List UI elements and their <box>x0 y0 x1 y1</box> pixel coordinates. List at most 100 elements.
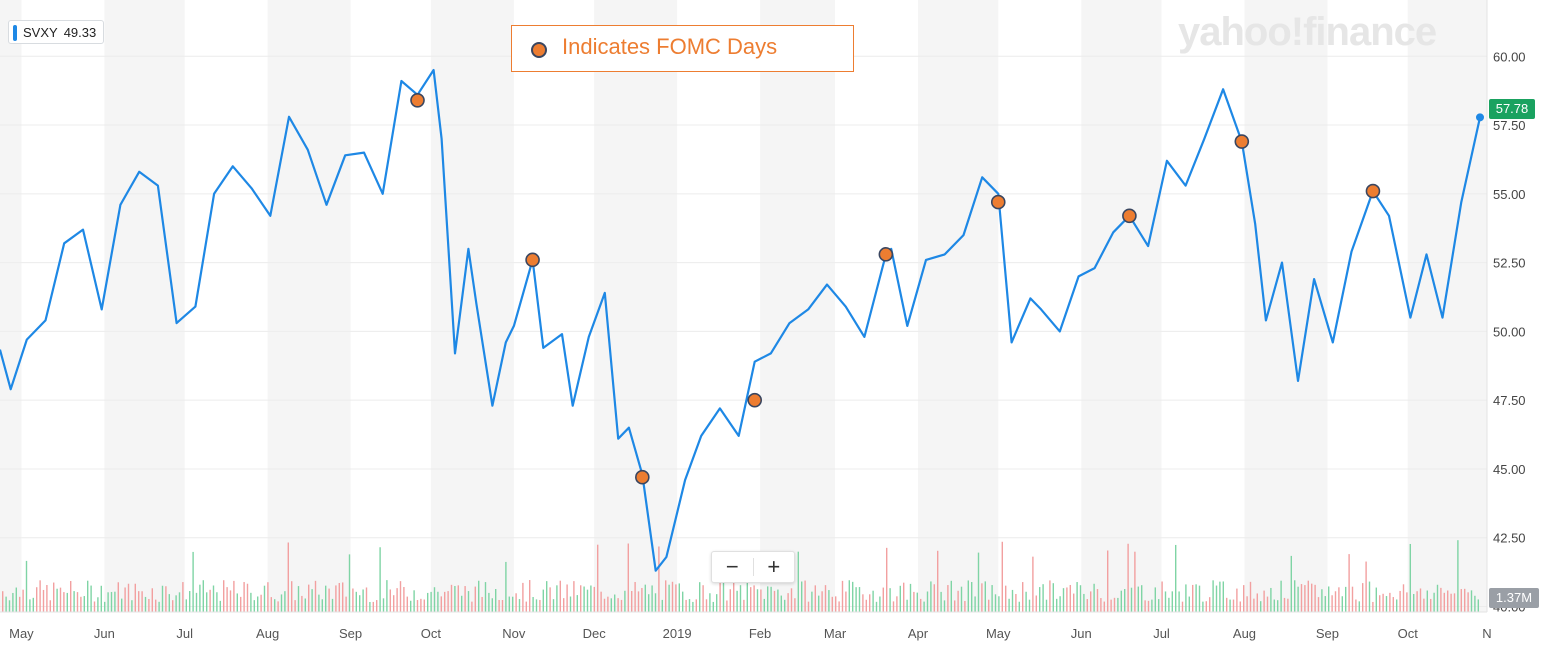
volume-bar <box>1117 597 1119 612</box>
volume-bar <box>1290 555 1292 612</box>
x-tick-label: Aug <box>1233 626 1256 641</box>
volume-bar <box>1300 584 1303 612</box>
volume-bar <box>542 589 544 612</box>
volume-bar <box>688 599 691 612</box>
x-tick-label: N <box>1482 626 1491 641</box>
y-gridlines <box>0 55 1487 608</box>
price-point <box>82 228 84 231</box>
volume-bar <box>886 547 888 612</box>
price-point <box>250 187 253 189</box>
price-point <box>363 151 365 154</box>
volume-bar <box>202 580 204 612</box>
volume-bar <box>420 598 422 612</box>
volume-bar <box>1151 599 1153 612</box>
volume-bar <box>539 599 541 612</box>
volume-bar <box>127 583 130 612</box>
month-band <box>1081 0 1162 612</box>
price-point <box>826 284 828 286</box>
volume-bar <box>1103 601 1105 612</box>
volume-bar <box>423 599 425 612</box>
volume-bar <box>617 598 619 612</box>
volume-bar <box>311 589 313 612</box>
ticker-symbol: SVXY <box>23 25 58 40</box>
volume-bar <box>620 599 623 612</box>
volume-bar <box>801 581 803 612</box>
volume-bar <box>930 581 932 612</box>
volume-bar <box>590 585 592 612</box>
price-point <box>588 336 590 338</box>
volume-bar <box>199 584 201 612</box>
volume-bar <box>1107 550 1109 612</box>
volume-bar <box>369 601 371 612</box>
volume-bar <box>352 588 354 612</box>
volume-bars <box>2 540 1479 612</box>
last-price-dot <box>1476 113 1484 122</box>
volume-bar <box>131 600 133 612</box>
volume-bar <box>144 596 147 612</box>
volume-bar <box>909 583 912 612</box>
x-tick-label: Apr <box>908 626 929 641</box>
volume-bar <box>1154 587 1156 612</box>
volume-bar <box>1198 585 1201 612</box>
fomc-marker <box>1365 183 1381 199</box>
volume-bar <box>852 581 854 612</box>
volume-bar <box>998 596 1000 612</box>
price-point <box>432 69 435 71</box>
volume-bar <box>556 585 558 612</box>
volume-bar <box>600 591 602 612</box>
volume-bar <box>865 599 867 612</box>
volume-bar <box>624 590 626 612</box>
volume-bar <box>933 584 935 612</box>
volume-bar <box>121 598 123 612</box>
volume-bar <box>19 596 21 612</box>
price-point <box>325 204 328 206</box>
volume-bar <box>777 589 779 612</box>
price-line <box>0 68 1482 572</box>
price-point <box>157 184 159 187</box>
volume-bar <box>1205 601 1207 612</box>
volume-bar <box>563 598 565 612</box>
volume-bar <box>1368 581 1371 612</box>
ticker-legend[interactable]: SVXY 49.33 <box>8 20 105 44</box>
volume-bar <box>189 591 191 612</box>
volume-bar <box>444 591 446 612</box>
volume-bar <box>773 590 776 612</box>
price-point <box>1441 317 1444 319</box>
volume-bar <box>66 592 68 612</box>
volume-bar <box>573 581 575 612</box>
volume-bar <box>1416 591 1418 612</box>
volume-bar <box>780 595 782 612</box>
zoom-in-button[interactable]: + <box>767 554 781 579</box>
volume-bar <box>1389 592 1391 612</box>
y-tick-label: 45.00 <box>1493 462 1526 477</box>
volume-bar <box>1396 599 1398 612</box>
volume-bar <box>355 591 357 612</box>
y-tick-label: 52.50 <box>1493 256 1526 271</box>
volume-bar <box>1402 584 1405 612</box>
volume-bar <box>848 580 850 612</box>
volume-bar <box>743 599 745 612</box>
price-point <box>719 407 721 410</box>
volume-bar <box>824 585 827 612</box>
price-point <box>754 361 756 363</box>
volume-bar <box>90 585 92 612</box>
volume-bar <box>39 580 41 612</box>
volume-bar <box>178 592 181 612</box>
volume-bar <box>1226 597 1228 612</box>
volume-bar <box>855 587 857 612</box>
volume-bar <box>1392 597 1394 612</box>
volume-bar <box>362 589 364 612</box>
volume-bar <box>437 591 439 612</box>
price-point <box>1059 330 1061 332</box>
volume-bar <box>342 582 344 612</box>
volume-bar <box>821 591 823 612</box>
volume-bar <box>1158 599 1160 612</box>
volume-bar <box>274 599 276 612</box>
zoom-out-button[interactable]: − <box>725 554 739 579</box>
price-point <box>475 303 477 305</box>
volume-bar <box>1093 583 1095 612</box>
fomc-marker-icon <box>531 42 547 58</box>
price-point <box>561 333 563 335</box>
volume-bar <box>49 600 51 612</box>
volume-bar <box>569 596 572 612</box>
